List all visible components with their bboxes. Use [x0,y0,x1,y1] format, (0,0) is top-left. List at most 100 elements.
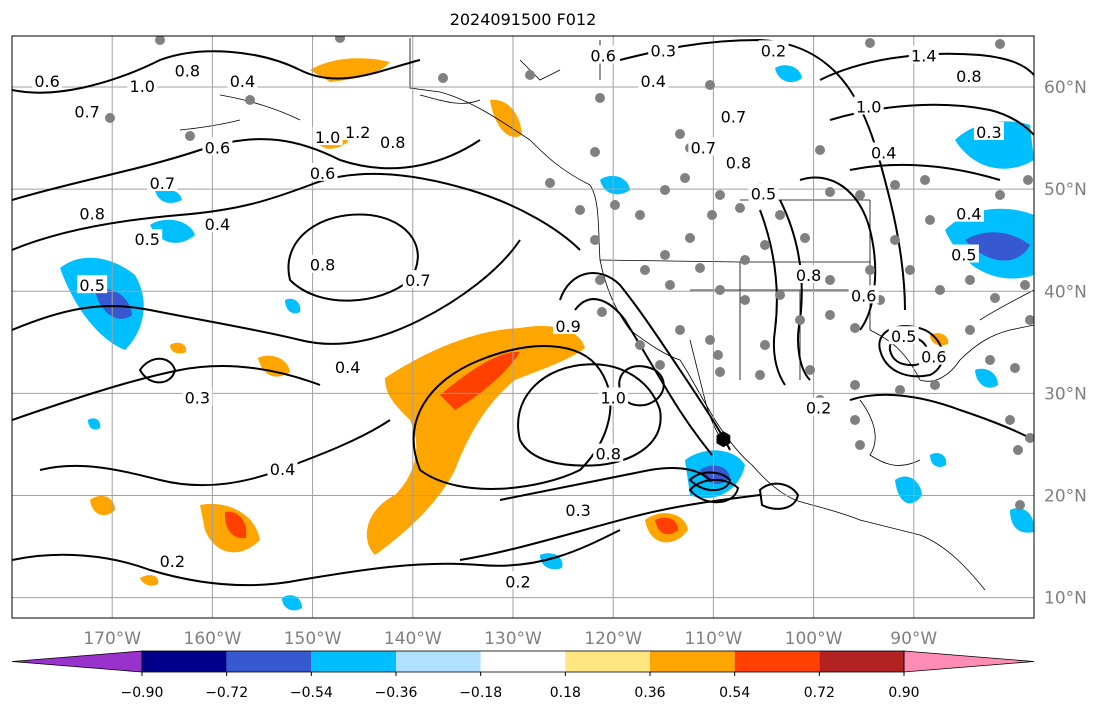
longitude-tick-label: 160°W [184,629,242,649]
contour-label-background [147,173,178,192]
colorbar-segment [142,651,227,672]
contour-value-label: 0.7 [691,138,716,157]
contour-label-background [648,40,679,59]
colorbar-segment [565,651,650,672]
contour-label-background [758,40,789,59]
contour-value-label: 1.0 [600,388,625,407]
contour-value-label: 0.8 [726,154,751,173]
contour-label-background [748,183,779,202]
contour-label-background [182,387,213,406]
colorbar-extend-low [11,650,143,673]
contour-value-label: 0.7 [721,108,746,127]
contour-value-label: 0.3 [565,501,590,520]
contour-value-label: 0.6 [310,164,335,183]
contour-value-label: 0.8 [79,205,104,224]
contour-label-background [307,254,338,273]
contour-label-background [868,142,899,161]
contour-label-background [267,458,298,477]
figure-title: 2024091500 F012 [450,10,597,29]
colorbar-tick-label: 0.36 [634,685,665,701]
contour-value-label: 0.8 [796,266,821,285]
contour-label-background [77,203,108,222]
contour-label-background [332,356,363,375]
colorbar-tick-label: −0.18 [459,685,502,701]
longitude-tick-label: 130°W [484,629,542,649]
contour-label-background [127,76,158,95]
longitude-tick-label: 110°W [684,629,742,649]
contour-label-background [157,550,188,569]
shaded-anomaly-regions [60,58,1034,611]
contour-value-label: 0.2 [806,399,831,418]
contour-label-background [132,229,163,248]
contour-value-label: 0.8 [380,133,405,152]
contour-label-background [312,127,343,146]
contour-value-label: 0.4 [641,72,666,91]
contour-label-background [953,203,984,222]
contour-value-label: 1.0 [856,97,881,116]
contour-value-label: 0.4 [956,205,981,224]
contour-value-label: 0.7 [150,174,175,193]
contour-value-label: 0.6 [34,72,59,91]
contour-label-background [598,387,629,406]
map-plot-area: 0.60.71.00.80.40.61.21.0 0.80.60.70.80.50… [12,36,1034,618]
contour-value-label: 0.2 [505,572,530,591]
colorbar-segment [650,651,735,672]
colorbar [11,650,1035,673]
latitude-tick-label: 20°N [1044,486,1087,506]
longitude-tick-label: 140°W [384,629,442,649]
longitude-tick-label: 150°W [284,629,342,649]
contour-value-label: 0.8 [175,62,200,81]
colorbar-tick-label: 0.72 [804,685,835,701]
storm-center-hexagon [716,431,731,448]
latitude-tick-label: 60°N [1044,78,1087,98]
contour-label-background [172,60,203,79]
contour-value-label: 0.2 [761,41,786,60]
contour-label-background [723,152,754,171]
contour-label-background [342,122,373,140]
colorbar-tick-label: −0.90 [121,685,164,701]
contour-value-label: 0.7 [405,271,430,290]
longitude-tick-label: 90°W [890,629,937,649]
contour-label-background [853,96,884,115]
latitude-tick-label: 10°N [1044,589,1087,609]
contour-label-background [918,346,949,365]
contour-value-label: 0.4 [230,72,255,91]
latitude-tick-labels: 60°N 50°N 40°N 30°N 20°N 10°N [1044,78,1087,609]
latitude-tick-label: 50°N [1044,180,1087,200]
contour-label-background [72,101,103,120]
latitude-tick-label: 30°N [1044,384,1087,404]
contour-label-background [948,244,979,263]
contour-label-background [227,70,258,89]
contour-value-label: 0.5 [135,230,160,249]
contour-label-background [307,162,338,181]
contour-value-label: 0.8 [956,67,981,86]
contour-value-label: 0.5 [751,184,776,203]
colorbar-tick-label: −0.36 [375,685,418,701]
contour-label-background [908,45,939,64]
longitude-tick-label: 120°W [584,629,642,649]
contour-value-label: 0.4 [335,358,360,377]
contour-value-label: 0.3 [651,41,676,60]
colorbar-segment [734,651,820,672]
contour-label-background [588,45,619,64]
colorbar-segment [819,651,904,672]
contour-value-label: 0.7 [74,103,99,122]
contour-label-background [377,132,408,151]
contour-value-label: 0.4 [871,143,896,162]
colorbar-tick-labels: −0.90 −0.72 −0.54 −0.36 −0.18 0.18 0.36 0.54 0.7… [121,672,920,701]
colorbar-tick-label: 0.18 [550,685,581,701]
colorbar-segment [226,651,312,672]
contour-value-label: 0.8 [310,256,335,275]
contour-value-label: 1.4 [911,46,936,65]
contour-label-background [638,70,669,89]
contour-label-background [718,106,749,125]
contour-label-background [77,275,108,294]
contour-label-background [502,571,533,590]
contour-value-label: 0.6 [921,348,946,367]
colorbar-tick-label: −0.54 [290,685,333,701]
contour-label-background [202,213,233,232]
contour-value-label: 0.3 [185,388,210,407]
longitude-tick-labels: 170°W 160°W 150°W 140°W 130°W 120°W 110°W 100°W… [83,629,937,649]
longitude-tick-label: 100°W [785,629,843,649]
colorbar-segment [480,651,566,672]
